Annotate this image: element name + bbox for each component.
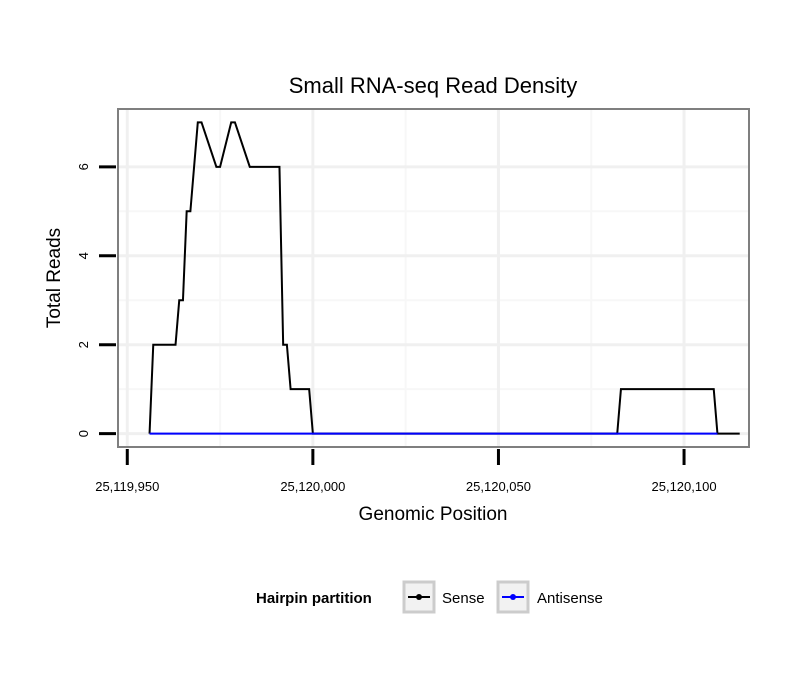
- chart-title: Small RNA-seq Read Density: [289, 73, 578, 98]
- x-tick-label-2: 25,120,050: [466, 479, 531, 494]
- y-tick-label-2: 4: [76, 252, 91, 259]
- legend-entry-antisense: Antisense: [496, 580, 603, 614]
- y-axis-title: Total Reads: [44, 228, 65, 328]
- x-axis-title: Genomic Position: [359, 504, 508, 525]
- x-tick-label-0: 25,119,950: [95, 479, 159, 494]
- legend-entry-sense: Sense: [402, 580, 485, 614]
- plot-panel: [117, 108, 750, 448]
- y-tick-label-1: 2: [76, 341, 91, 348]
- y-tick-label-0: 0: [76, 430, 91, 437]
- legend-title: Hairpin partition: [256, 590, 372, 607]
- legend-point-sense: [416, 594, 422, 600]
- panel-border: [117, 108, 750, 448]
- x-tick-label-1: 25,120,000: [280, 479, 345, 494]
- legend-label-antisense: Antisense: [537, 590, 603, 607]
- legend: Hairpin partition Sense Antisense: [256, 580, 603, 614]
- x-axis: 25,119,950 25,120,000 25,120,050 25,120,100: [95, 449, 717, 494]
- legend-label-sense: Sense: [442, 590, 485, 607]
- x-tick-label-3: 25,120,100: [652, 479, 717, 494]
- panel-background: [118, 109, 749, 447]
- y-axis: 0 2 4 6: [76, 163, 116, 437]
- legend-point-antisense: [510, 594, 516, 600]
- series-layer: [148, 121, 740, 435]
- y-tick-label-3: 6: [76, 163, 91, 170]
